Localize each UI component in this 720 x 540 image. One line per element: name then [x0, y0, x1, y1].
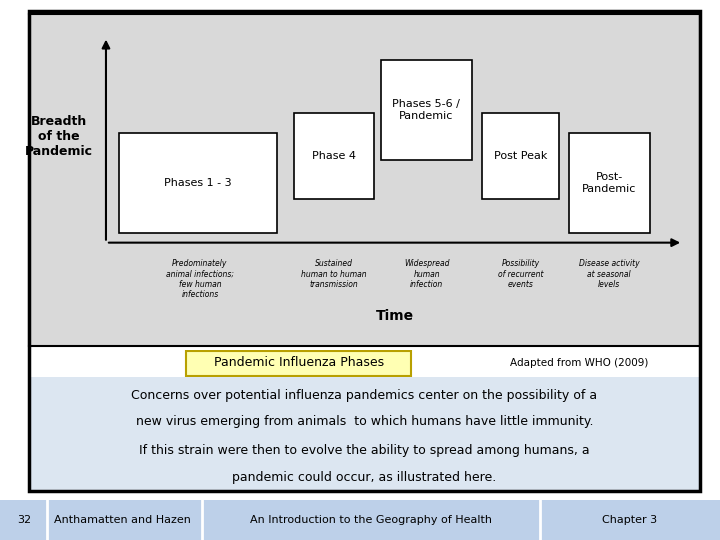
Text: Concerns over potential influenza pandemics center on the possibility of a: Concerns over potential influenza pandem… — [131, 389, 598, 402]
Text: Breadth
of the
Pandemic: Breadth of the Pandemic — [25, 115, 93, 158]
Text: Chapter 3: Chapter 3 — [603, 515, 657, 525]
Text: Predominately
animal infections;
few human
infections: Predominately animal infections; few hum… — [166, 259, 234, 300]
Text: If this strain were then to evolve the ability to spread among humans, a: If this strain were then to evolve the a… — [139, 444, 590, 457]
Text: Phases 1 - 3: Phases 1 - 3 — [164, 178, 232, 188]
Bar — [120, 133, 277, 233]
Text: Disease activity
at seasonal
levels: Disease activity at seasonal levels — [579, 259, 639, 289]
Text: An Introduction to the Geography of Health: An Introduction to the Geography of Heal… — [250, 515, 492, 525]
Text: Sustained
human to human
transmission: Sustained human to human transmission — [301, 259, 367, 289]
Text: Anthamatten and Hazen: Anthamatten and Hazen — [54, 515, 191, 525]
Text: Widespread
human
infection: Widespread human infection — [404, 259, 449, 289]
Text: new virus emerging from animals  to which humans have little immunity.: new virus emerging from animals to which… — [135, 415, 593, 428]
Bar — [294, 113, 374, 199]
Text: Post-
Pandemic: Post- Pandemic — [582, 172, 636, 194]
Text: Pandemic Influenza Phases: Pandemic Influenza Phases — [214, 356, 384, 369]
Text: Post Peak: Post Peak — [494, 151, 547, 161]
Text: Phases 5-6 /
Pandemic: Phases 5-6 / Pandemic — [392, 99, 460, 120]
Bar — [569, 133, 649, 233]
Bar — [482, 113, 559, 199]
Text: pandemic could occur, as illustrated here.: pandemic could occur, as illustrated her… — [232, 471, 497, 484]
Text: Possibility
of recurrent
events: Possibility of recurrent events — [498, 259, 544, 289]
Text: 32: 32 — [17, 515, 31, 525]
Text: Time: Time — [375, 309, 413, 323]
Text: Adapted from WHO (2009): Adapted from WHO (2009) — [510, 358, 648, 368]
FancyBboxPatch shape — [186, 351, 411, 376]
Bar — [381, 60, 472, 160]
Text: Phase 4: Phase 4 — [312, 151, 356, 161]
